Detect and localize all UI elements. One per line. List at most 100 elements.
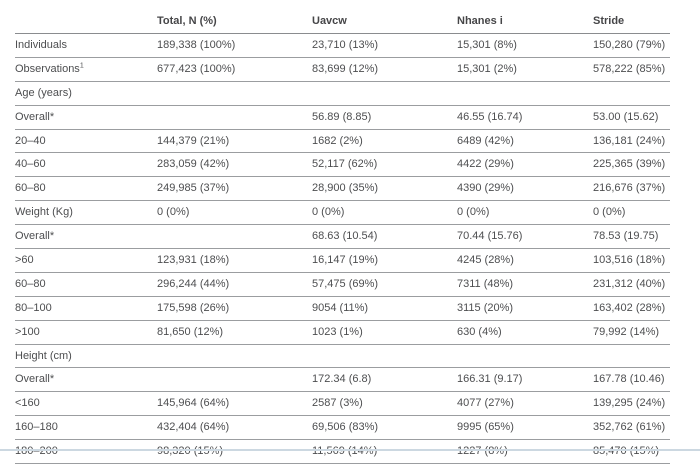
cell: 9995 (65%)	[457, 415, 593, 441]
cell: 139,295 (24%)	[593, 391, 670, 417]
cell: 78.53 (19.75)	[593, 224, 670, 250]
cell	[593, 344, 670, 369]
table-row: 60–80 249,985 (37%) 28,900 (35%) 4390 (29%)…	[15, 176, 670, 202]
cell: 166.31 (9.17)	[457, 367, 593, 393]
cell: 578,222 (85%)	[593, 57, 670, 82]
cell: 2587 (3%)	[312, 391, 457, 417]
row-label: Overall*	[15, 105, 157, 130]
column-header-rowlabel	[15, 9, 157, 34]
cell: 4390 (29%)	[457, 176, 593, 202]
row-label: Age (years)	[15, 81, 157, 106]
cell: 52,117 (62%)	[312, 152, 457, 178]
cell: 4422 (29%)	[457, 152, 593, 178]
row-label: Individuals	[15, 33, 157, 58]
cell: 15,301 (8%)	[457, 33, 593, 58]
cell: 283,059 (42%)	[157, 152, 312, 178]
cell: 79,992 (14%)	[593, 320, 670, 345]
cell: 68.63 (10.54)	[312, 224, 457, 250]
table-row: Overall* 56.89 (8.85) 46.55 (16.74) 53.00 (…	[15, 105, 670, 130]
cell: 3115 (20%)	[457, 296, 593, 321]
row-label: Height (cm)	[15, 344, 157, 369]
cell: 53.00 (15.62)	[593, 105, 670, 130]
cell: 0 (0%)	[457, 200, 593, 226]
cell: 172.34 (6.8)	[312, 367, 457, 393]
table-row: Observations1 677,423 (100%) 83,699 (12%) 1…	[15, 57, 670, 82]
cell: 0 (0%)	[593, 200, 670, 226]
cell: 83,699 (12%)	[312, 57, 457, 82]
cell	[157, 344, 312, 369]
column-header-uavcw: Uavcw	[312, 9, 457, 34]
cell	[312, 81, 457, 106]
table-row: Weight (Kg) 0 (0%) 0 (0%) 0 (0%) 0 (0%)	[15, 200, 670, 226]
table-row: 40–60 283,059 (42%) 52,117 (62%) 4422 (29%)…	[15, 152, 670, 178]
cell: 4077 (27%)	[457, 391, 593, 417]
cell	[157, 224, 312, 250]
row-label: >100	[15, 320, 157, 345]
bottom-accent-border	[0, 449, 700, 451]
row-label: Observations1	[15, 57, 157, 82]
cell: 163,402 (28%)	[593, 296, 670, 321]
cell	[457, 344, 593, 369]
column-header-nhanes: Nhanes i	[457, 9, 593, 34]
cell: 630 (4%)	[457, 320, 593, 345]
table-row: <160 145,964 (64%) 2587 (3%) 4077 (27%) 139,…	[15, 391, 670, 417]
row-label: 80–100	[15, 296, 157, 321]
section-row: Height (cm)	[15, 344, 670, 369]
cell: 23,710 (13%)	[312, 33, 457, 58]
column-header-total: Total, N (%)	[157, 9, 312, 34]
cell: 677,423 (100%)	[157, 57, 312, 82]
table-body: Individuals 189,338 (100%) 23,710 (13%) 15,…	[15, 33, 670, 464]
table-row: >100 81,650 (12%) 1023 (1%) 630 (4%) 79,992 …	[15, 320, 670, 345]
cell: 57,475 (69%)	[312, 272, 457, 297]
cell: 81,650 (12%)	[157, 320, 312, 345]
cell: 352,762 (61%)	[593, 415, 670, 441]
cell: 249,985 (37%)	[157, 176, 312, 202]
cell	[157, 105, 312, 130]
cell: 145,964 (64%)	[157, 391, 312, 417]
table-row: Overall* 68.63 (10.54) 70.44 (15.76) 78.53 …	[15, 224, 670, 250]
row-label: Overall*	[15, 224, 157, 250]
row-label: 60–80	[15, 272, 157, 297]
table-row: 20–40 144,379 (21%) 1682 (2%) 6489 (42%) 136…	[15, 129, 670, 154]
summary-statistics-table: Total, N (%) Uavcw Nhanes i Stride Indiv…	[15, 9, 670, 464]
cell: 6489 (42%)	[457, 129, 593, 154]
cell: 28,900 (35%)	[312, 176, 457, 202]
cell: 231,312 (40%)	[593, 272, 670, 297]
cell: 15,301 (2%)	[457, 57, 593, 82]
row-label: 40–60	[15, 152, 157, 178]
cell: 144,379 (21%)	[157, 129, 312, 154]
column-header-stride: Stride	[593, 9, 670, 34]
row-label: 20–40	[15, 129, 157, 154]
cell: 46.55 (16.74)	[457, 105, 593, 130]
table-row: >60 123,931 (18%) 16,147 (19%) 4245 (28%) 10…	[15, 248, 670, 273]
table-row: 60–80 296,244 (44%) 57,475 (69%) 7311 (48%)…	[15, 272, 670, 297]
cell: 4245 (28%)	[457, 248, 593, 273]
table-row: 160–180 432,404 (64%) 69,506 (83%) 9995 (65…	[15, 415, 670, 441]
cell: 225,365 (39%)	[593, 152, 670, 178]
cell	[593, 81, 670, 106]
footnote-marker: 1	[79, 62, 84, 70]
cell	[457, 81, 593, 106]
row-label: 160–180	[15, 415, 157, 441]
cell: 103,516 (18%)	[593, 248, 670, 273]
cell: 296,244 (44%)	[157, 272, 312, 297]
cell	[312, 344, 457, 369]
cell: 167.78 (10.46)	[593, 367, 670, 393]
cell	[157, 367, 312, 393]
cell: 0 (0%)	[157, 200, 312, 226]
row-label: Weight (Kg)	[15, 200, 157, 226]
cell: 216,676 (37%)	[593, 176, 670, 202]
cell: 432,404 (64%)	[157, 415, 312, 441]
cell: 175,598 (26%)	[157, 296, 312, 321]
cell: 9054 (11%)	[312, 296, 457, 321]
cell	[157, 81, 312, 106]
cell: 1682 (2%)	[312, 129, 457, 154]
cell: 123,931 (18%)	[157, 248, 312, 273]
header-row: Total, N (%) Uavcw Nhanes i Stride	[15, 9, 670, 34]
cell: 16,147 (19%)	[312, 248, 457, 273]
cell: 56.89 (8.85)	[312, 105, 457, 130]
row-label: <160	[15, 391, 157, 417]
section-row: Age (years)	[15, 81, 670, 106]
cell: 0 (0%)	[312, 200, 457, 226]
cell: 1023 (1%)	[312, 320, 457, 345]
